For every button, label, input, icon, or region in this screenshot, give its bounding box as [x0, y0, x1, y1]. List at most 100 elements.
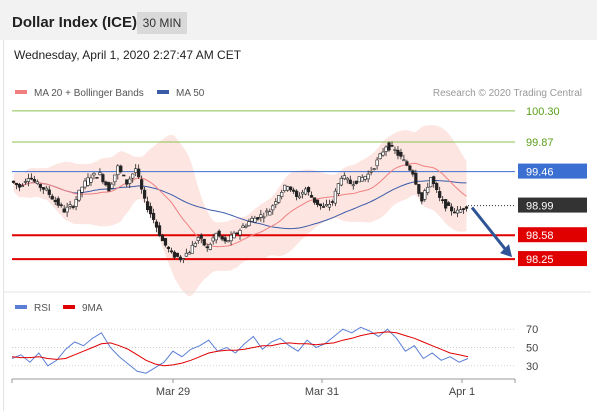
- candle-body: [157, 225, 162, 237]
- candle-body: [172, 251, 177, 258]
- candle-body: [309, 195, 314, 198]
- candle-body: [396, 149, 400, 156]
- candle-body: [23, 181, 28, 183]
- candle-body: [220, 236, 224, 240]
- candle-body: [154, 221, 159, 228]
- candle-body: [348, 179, 352, 185]
- candle-body: [196, 237, 200, 241]
- candle-body: [420, 192, 424, 202]
- candle-body: [29, 177, 33, 180]
- candle-body: [146, 201, 150, 211]
- candle-body: [384, 146, 388, 152]
- candle-body: [357, 176, 361, 183]
- candle-body: [280, 191, 284, 197]
- ma9-legend-swatch: [63, 305, 75, 309]
- level-label-support: 98.58: [526, 230, 554, 242]
- candle-body: [289, 186, 293, 191]
- candle-body: [265, 210, 269, 213]
- candle-body: [92, 173, 96, 176]
- candle-body: [250, 218, 254, 222]
- candle-body: [229, 234, 233, 242]
- candle-body: [47, 189, 51, 195]
- candle-body: [71, 206, 75, 208]
- candle-body: [441, 199, 445, 201]
- candle-body: [169, 250, 174, 253]
- candle-body: [160, 235, 165, 242]
- candle-body: [59, 204, 63, 207]
- candle-body: [333, 190, 337, 204]
- candle-body: [166, 246, 171, 250]
- candle-body: [300, 191, 305, 195]
- level-tag-support: [518, 227, 587, 243]
- forecast-arrow-line: [470, 206, 508, 252]
- candle-body: [26, 178, 30, 182]
- level-label-resistance: 100.30: [526, 106, 560, 118]
- candle-body: [35, 181, 39, 184]
- candle-body: [77, 189, 81, 201]
- candle-body: [187, 252, 191, 255]
- candle-body: [256, 217, 260, 220]
- level-label-support: 98.25: [526, 254, 554, 266]
- candle-body: [393, 149, 397, 151]
- candle-body: [315, 199, 320, 205]
- rsi-line: [11, 326, 469, 374]
- candle-body: [80, 186, 84, 193]
- candle-body: [342, 175, 346, 180]
- candle-body: [351, 184, 355, 187]
- timeframe-badge[interactable]: 30 MIN: [137, 12, 187, 34]
- candle-body: [298, 195, 302, 199]
- level-labels: 100.30 99.87 99.46 98.99 98.58 98.25: [518, 106, 587, 266]
- candle-body: [452, 211, 457, 214]
- candle-body: [336, 183, 340, 194]
- candle-body: [11, 180, 16, 183]
- candle-body: [163, 238, 168, 246]
- candle-body: [190, 244, 194, 254]
- candle-body: [148, 206, 153, 215]
- candle-body: [178, 256, 182, 261]
- candle-body: [151, 212, 156, 220]
- candle-body: [89, 177, 93, 183]
- candle-body: [366, 173, 370, 180]
- candle-body: [402, 159, 406, 162]
- candle-body: [277, 195, 281, 203]
- candle-body: [417, 184, 421, 194]
- x-tick-label: Mar 31: [305, 386, 339, 398]
- candle-body: [98, 172, 102, 176]
- key-levels: [12, 110, 515, 261]
- candle-body: [238, 229, 242, 236]
- forecast-arrowhead: [500, 244, 512, 258]
- candle-body: [455, 209, 460, 214]
- candle-body: [20, 185, 25, 187]
- candle-body: [259, 214, 263, 218]
- candle-body: [83, 180, 87, 188]
- level-tag-last: [518, 197, 587, 213]
- candle-body: [306, 187, 311, 193]
- candle-body: [125, 179, 129, 185]
- candle-body: [253, 217, 257, 223]
- candle-body: [74, 199, 78, 207]
- x-tick-label: Apr 1: [449, 386, 475, 398]
- candle-body: [122, 174, 126, 177]
- candle-body: [464, 206, 469, 209]
- candle-body: [363, 176, 367, 180]
- candle-body: [438, 191, 442, 198]
- candle-body: [143, 189, 147, 199]
- rsi-pane: 70 50 30: [11, 324, 538, 374]
- candle-body: [199, 234, 203, 239]
- candle-body: [119, 165, 123, 173]
- candle-body: [134, 168, 138, 173]
- rsi-legend-swatch: [15, 305, 27, 309]
- candle-body: [14, 182, 19, 186]
- candle-body: [423, 190, 427, 200]
- candle-body: [101, 174, 105, 183]
- candle-body: [50, 195, 54, 200]
- candle-body: [68, 204, 72, 207]
- ma50-legend-label: MA 50: [176, 88, 205, 99]
- candle-body: [444, 199, 448, 209]
- candle-body: [32, 178, 36, 182]
- ma9-legend-label: 9MA: [82, 303, 103, 314]
- candle-body: [140, 179, 144, 190]
- candle-body: [184, 252, 188, 257]
